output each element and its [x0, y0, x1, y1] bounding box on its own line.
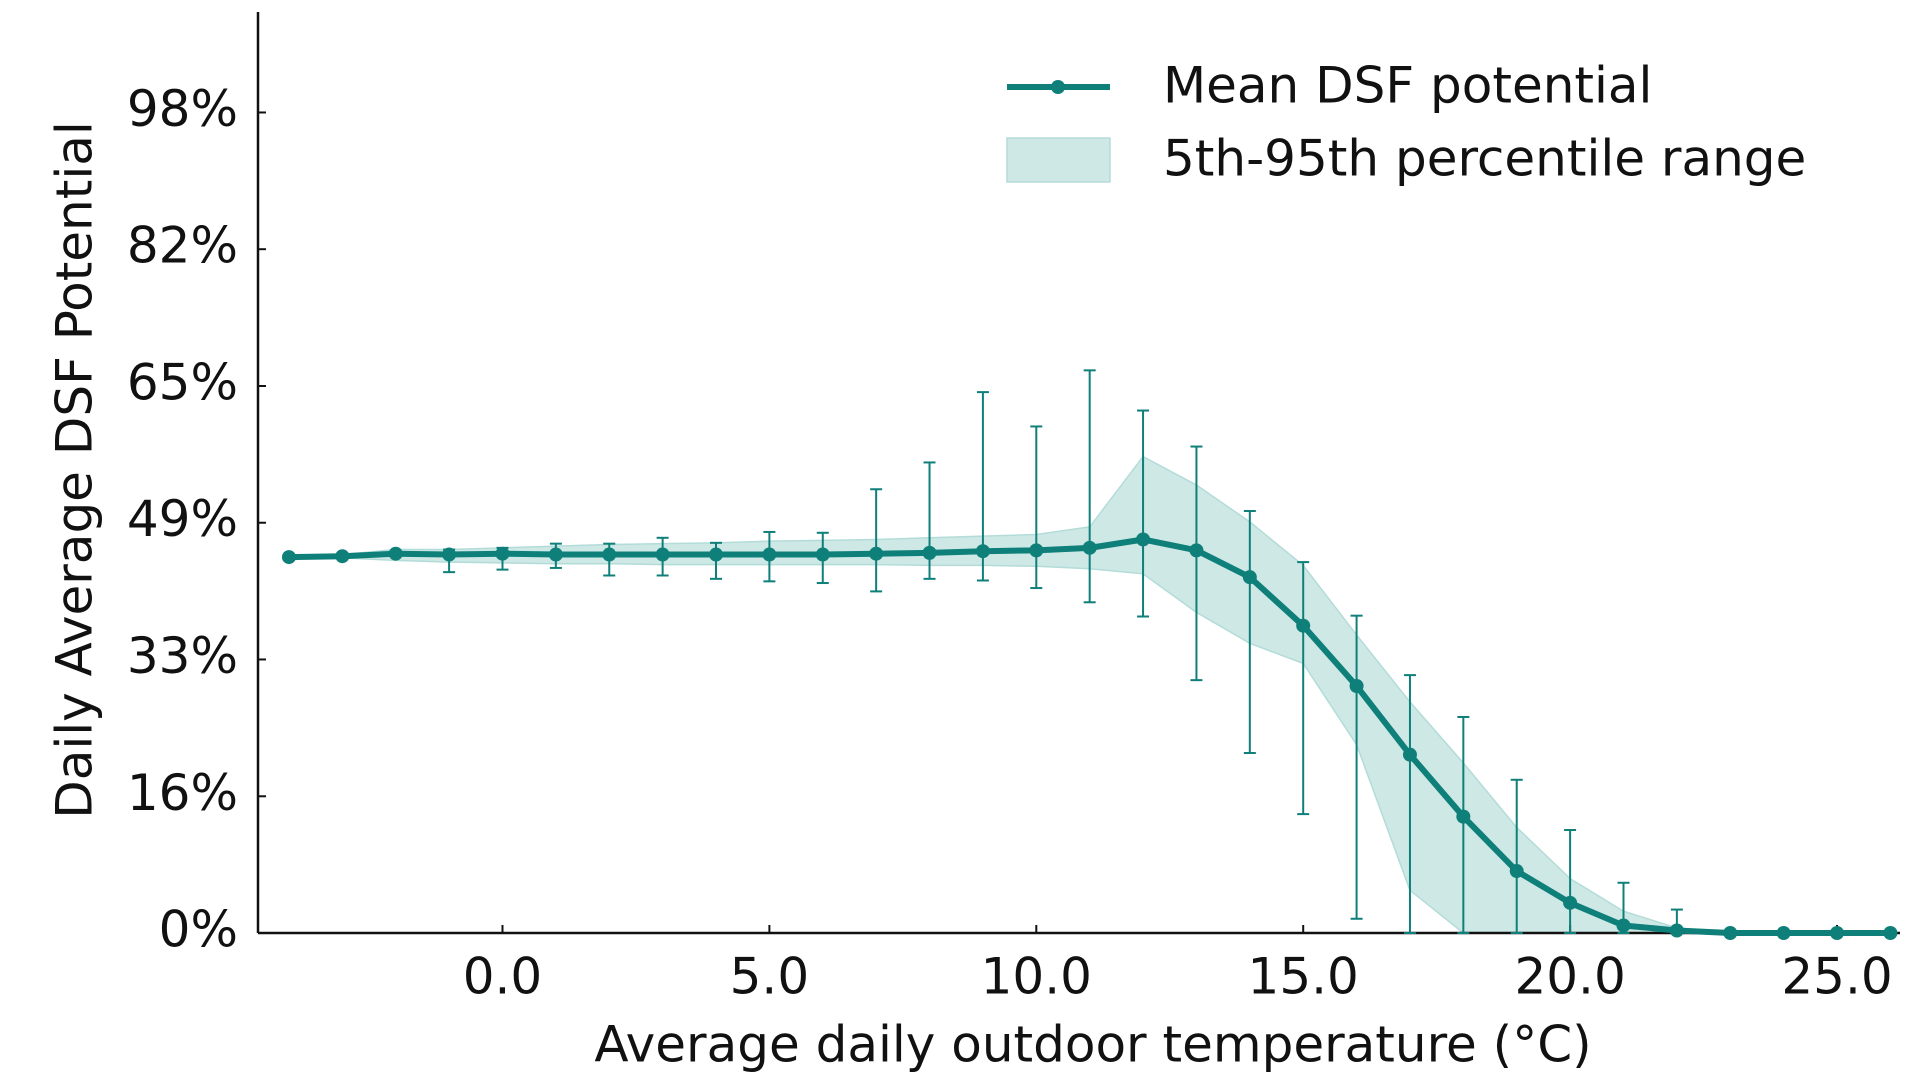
- x-axis-label: Average daily outdoor temperature (°C): [594, 1016, 1591, 1074]
- y-tick-label: 16%: [127, 764, 238, 822]
- point: [388, 546, 403, 561]
- point: [762, 547, 777, 562]
- point: [1723, 926, 1738, 940]
- point: [602, 547, 617, 562]
- point: [1136, 532, 1151, 547]
- y-tick-label: 98%: [127, 80, 238, 138]
- point: [281, 550, 296, 565]
- x-tick-label: 25.0: [1781, 948, 1892, 1006]
- point: [1616, 918, 1631, 933]
- point: [1883, 926, 1898, 940]
- point: [1242, 570, 1257, 585]
- y-tick-label: 82%: [127, 217, 238, 275]
- point: [1082, 540, 1097, 555]
- point: [1509, 864, 1524, 879]
- point: [335, 549, 350, 564]
- y-tick-label: 49%: [127, 490, 238, 548]
- y-axis-label: Daily Average DSF Potential: [46, 121, 104, 819]
- point: [1189, 543, 1204, 558]
- x-tick-label: 10.0: [981, 948, 1092, 1006]
- y-tick-label: 0%: [159, 901, 238, 959]
- point: [1669, 923, 1684, 938]
- point: [495, 546, 510, 561]
- y-tick-label: 65%: [127, 354, 238, 412]
- legend-label: 5th-95th percentile range: [1163, 130, 1806, 188]
- point: [1563, 895, 1578, 910]
- point: [442, 547, 457, 562]
- x-tick-label: 0.0: [463, 948, 543, 1006]
- point: [1029, 543, 1044, 558]
- point: [548, 547, 563, 562]
- point: [1296, 618, 1311, 633]
- x-tick-label: 20.0: [1514, 948, 1625, 1006]
- legend-marker: [1051, 80, 1065, 94]
- point: [655, 547, 670, 562]
- point: [1830, 926, 1845, 940]
- x-tick-label: 15.0: [1248, 948, 1359, 1006]
- point: [922, 545, 937, 560]
- x-tick-label: 5.0: [730, 948, 810, 1006]
- legend-swatch: [1006, 137, 1111, 183]
- y-tick-label: 33%: [127, 627, 238, 685]
- point: [1776, 926, 1791, 940]
- legend-label: Mean DSF potential: [1163, 57, 1652, 115]
- point: [1349, 679, 1364, 694]
- point: [869, 546, 884, 561]
- point: [709, 547, 724, 562]
- point: [975, 544, 990, 559]
- point: [1456, 809, 1471, 824]
- point: [815, 547, 830, 562]
- point: [1402, 747, 1417, 762]
